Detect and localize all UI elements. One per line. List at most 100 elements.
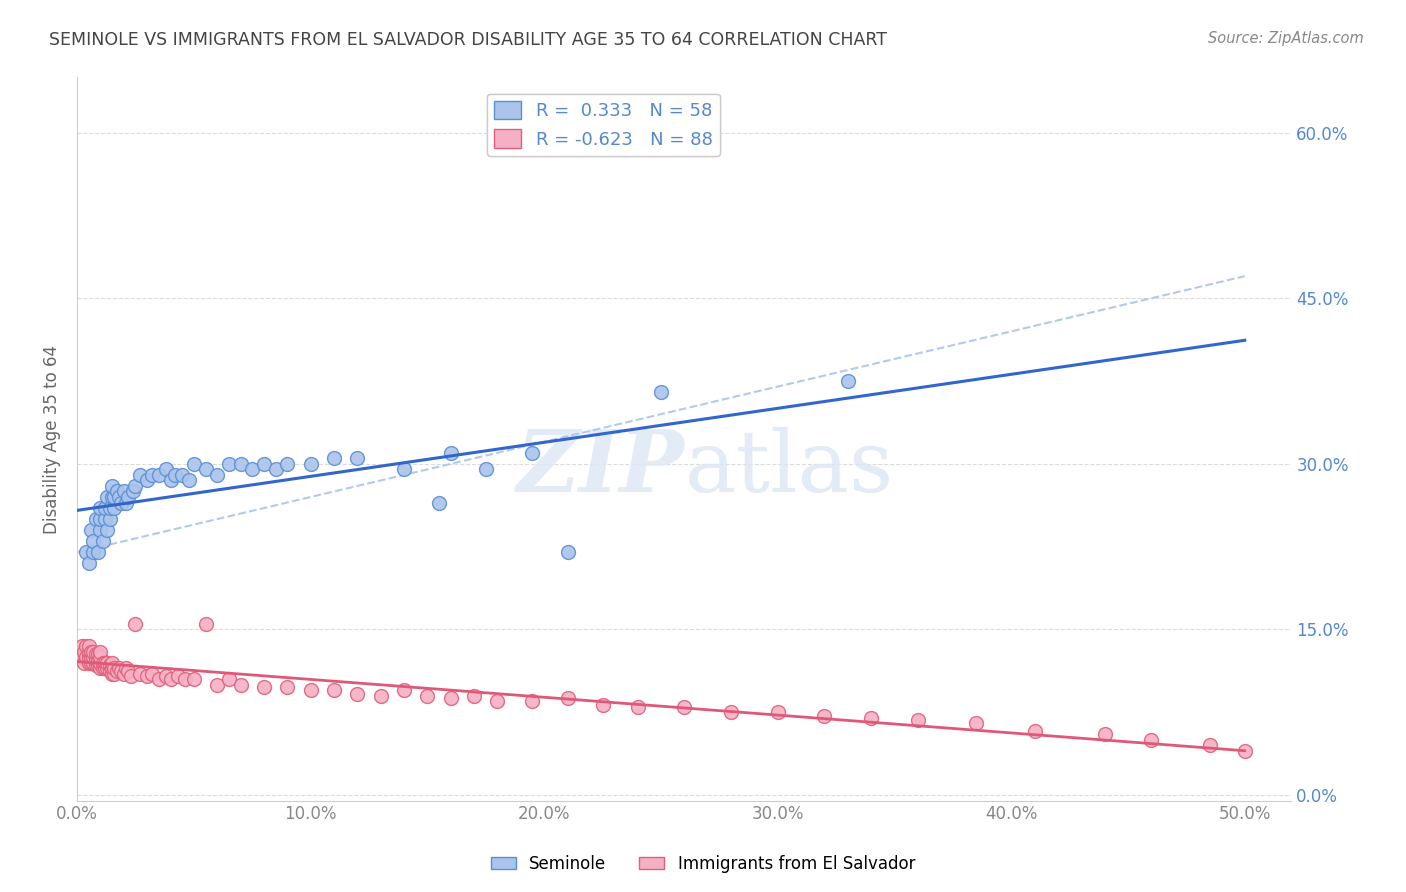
Point — [253, 457, 276, 471]
Point — [813, 708, 835, 723]
Point — [1198, 739, 1220, 753]
Point — [117, 665, 139, 679]
Point — [94, 661, 117, 675]
Point — [205, 467, 228, 482]
Point — [103, 661, 125, 675]
Point — [75, 650, 97, 665]
Point — [103, 490, 125, 504]
Point — [129, 666, 152, 681]
Point — [112, 666, 135, 681]
Point — [80, 644, 103, 658]
Point — [94, 501, 117, 516]
Point — [98, 665, 121, 679]
Point — [75, 639, 97, 653]
Point — [75, 545, 97, 559]
Point — [299, 683, 322, 698]
Point — [276, 457, 298, 471]
Point — [141, 467, 163, 482]
Point — [98, 501, 121, 516]
Point — [105, 484, 128, 499]
Point — [440, 446, 463, 460]
Point — [101, 661, 124, 675]
Point — [89, 523, 111, 537]
Point — [155, 669, 177, 683]
Point — [323, 451, 346, 466]
Point — [77, 656, 100, 670]
Point — [370, 689, 392, 703]
Point — [159, 474, 181, 488]
Point — [110, 665, 132, 679]
Point — [720, 706, 742, 720]
Point — [101, 666, 124, 681]
Point — [416, 689, 439, 703]
Point — [1024, 724, 1046, 739]
Point — [82, 534, 104, 549]
Point — [98, 512, 121, 526]
Point — [205, 678, 228, 692]
Point — [557, 690, 579, 705]
Point — [179, 474, 201, 488]
Point — [172, 467, 194, 482]
Point — [440, 690, 463, 705]
Point — [77, 650, 100, 665]
Point — [115, 495, 138, 509]
Point — [650, 385, 672, 400]
Point — [70, 639, 93, 653]
Point — [82, 644, 104, 658]
Point — [124, 617, 146, 632]
Point — [136, 669, 159, 683]
Point — [108, 490, 131, 504]
Point — [87, 647, 110, 661]
Point — [229, 678, 252, 692]
Point — [122, 484, 145, 499]
Point — [486, 694, 509, 708]
Point — [73, 656, 96, 670]
Point — [84, 657, 107, 672]
Legend: R =  0.333   N = 58, R = -0.623   N = 88: R = 0.333 N = 58, R = -0.623 N = 88 — [486, 94, 720, 156]
Point — [87, 657, 110, 672]
Point — [148, 467, 170, 482]
Point — [218, 672, 240, 686]
Point — [110, 495, 132, 509]
Point — [103, 501, 125, 516]
Point — [136, 474, 159, 488]
Point — [77, 639, 100, 653]
Point — [837, 374, 859, 388]
Point — [96, 661, 118, 675]
Point — [475, 462, 498, 476]
Point — [84, 647, 107, 661]
Point — [165, 467, 187, 482]
Point — [89, 644, 111, 658]
Text: ZIP: ZIP — [516, 426, 685, 509]
Point — [673, 699, 696, 714]
Point — [129, 467, 152, 482]
Point — [392, 462, 415, 476]
Point — [124, 479, 146, 493]
Point — [67, 644, 90, 658]
Point — [183, 672, 205, 686]
Point — [860, 711, 883, 725]
Point — [91, 661, 114, 675]
Point — [73, 644, 96, 658]
Point — [91, 656, 114, 670]
Point — [96, 656, 118, 670]
Point — [96, 523, 118, 537]
Point — [253, 680, 276, 694]
Point — [96, 490, 118, 504]
Point — [105, 665, 128, 679]
Point — [82, 656, 104, 670]
Point — [82, 650, 104, 665]
Point — [194, 617, 217, 632]
Point — [194, 462, 217, 476]
Point — [115, 661, 138, 675]
Point — [522, 694, 544, 708]
Point — [346, 686, 368, 700]
Point — [392, 683, 415, 698]
Legend: Seminole, Immigrants from El Salvador: Seminole, Immigrants from El Salvador — [484, 848, 922, 880]
Point — [101, 656, 124, 670]
Point — [91, 534, 114, 549]
Point — [89, 512, 111, 526]
Point — [84, 653, 107, 667]
Point — [1094, 727, 1116, 741]
Point — [80, 650, 103, 665]
